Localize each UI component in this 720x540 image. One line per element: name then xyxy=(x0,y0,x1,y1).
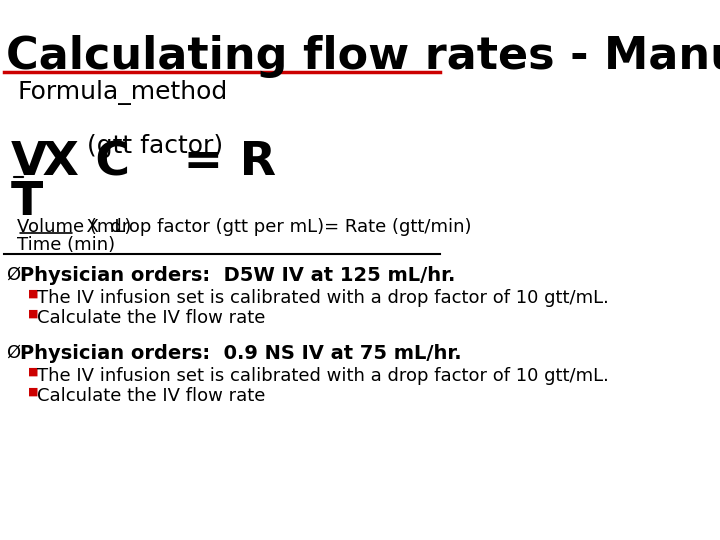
Text: Physician orders:  0.9 NS IV at 75 mL/hr.: Physician orders: 0.9 NS IV at 75 mL/hr. xyxy=(19,344,462,363)
Text: ■: ■ xyxy=(28,367,39,377)
Text: Ø: Ø xyxy=(6,344,20,362)
Text: Formula_method: Formula_method xyxy=(17,80,228,105)
Text: Ø: Ø xyxy=(6,266,20,284)
Text: ■: ■ xyxy=(28,309,39,319)
Text: Time (min): Time (min) xyxy=(17,236,115,254)
Text: (gtt factor): (gtt factor) xyxy=(86,134,222,158)
Text: Calculating flow rates - Manually: Calculating flow rates - Manually xyxy=(6,35,720,78)
Text: X C: X C xyxy=(26,140,147,185)
Text: T: T xyxy=(11,180,43,225)
Text: Calculate the IV flow rate: Calculate the IV flow rate xyxy=(37,387,266,405)
Text: Calculate the IV flow rate: Calculate the IV flow rate xyxy=(37,309,266,327)
Text: The IV infusion set is calibrated with a drop factor of 10 gtt/mL.: The IV infusion set is calibrated with a… xyxy=(37,367,609,385)
Text: Volume (mL): Volume (mL) xyxy=(17,218,132,236)
Text: Physician orders:  D5W IV at 125 mL/hr.: Physician orders: D5W IV at 125 mL/hr. xyxy=(19,266,455,285)
Text: V: V xyxy=(11,140,48,185)
Text: The IV infusion set is calibrated with a drop factor of 10 gtt/mL.: The IV infusion set is calibrated with a… xyxy=(37,289,609,307)
Text: = R: = R xyxy=(167,140,276,185)
Text: ■: ■ xyxy=(28,289,39,299)
Text: X  drop factor (gtt per mL)= Rate (gtt/min): X drop factor (gtt per mL)= Rate (gtt/mi… xyxy=(75,218,472,236)
Text: ■: ■ xyxy=(28,387,39,397)
